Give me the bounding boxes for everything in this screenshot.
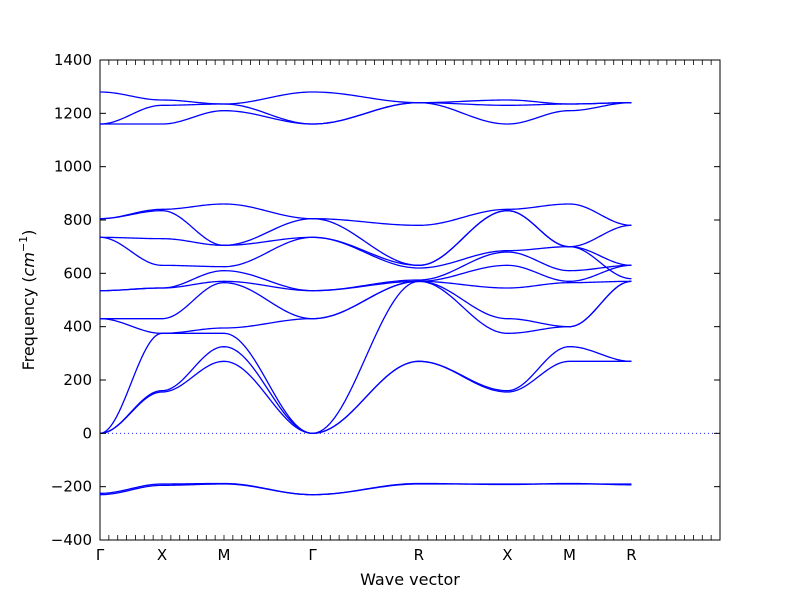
band-line	[99, 346, 632, 434]
band-lines	[99, 91, 632, 496]
band-line	[99, 264, 632, 292]
y-tick-label: 1200	[54, 104, 92, 122]
x-tick-label: X	[157, 546, 167, 564]
y-tick-label: −400	[51, 531, 92, 549]
y-tick-label: 1000	[54, 158, 92, 176]
x-axis-label: Wave vector	[360, 570, 460, 589]
band-line	[100, 280, 632, 320]
band-line	[99, 210, 632, 266]
band-line	[99, 203, 632, 226]
y-tick-label: 1400	[54, 51, 92, 69]
x-tick-label: R	[626, 546, 636, 564]
y-tick-label: 0	[82, 424, 92, 442]
x-tick-label: M	[218, 546, 231, 564]
band-line	[99, 91, 632, 105]
x-tick-label: R	[414, 546, 424, 564]
x-tick-label: Γ	[308, 546, 317, 564]
y-axis-label-exponent: −1	[17, 236, 30, 252]
y-axis-label-unit: cm	[19, 252, 38, 276]
y-axis-label-suffix: )	[19, 230, 38, 236]
plot-area	[99, 59, 721, 541]
y-axis-label-prefix: Frequency (	[19, 276, 38, 370]
y-axis-ticks: −400 −200 0 200 400 600 800 1000 1200 1400	[51, 51, 720, 549]
band-line	[99, 236, 632, 280]
band-line	[99, 210, 632, 266]
y-tick-label: 400	[63, 318, 92, 336]
x-tick-label: X	[502, 546, 512, 564]
x-tick-label: Γ	[96, 546, 105, 564]
y-tick-label: 200	[63, 371, 92, 389]
band-line	[99, 280, 632, 334]
y-axis-label: Frequency (cm−1)	[17, 230, 38, 371]
band-line	[99, 482, 632, 496]
y-tick-label: 600	[63, 264, 92, 282]
y-tick-label: 800	[63, 211, 92, 229]
y-tick-label: −200	[51, 478, 92, 496]
band-line	[99, 251, 632, 292]
band-line	[99, 280, 632, 434]
x-tick-label: M	[563, 546, 576, 564]
